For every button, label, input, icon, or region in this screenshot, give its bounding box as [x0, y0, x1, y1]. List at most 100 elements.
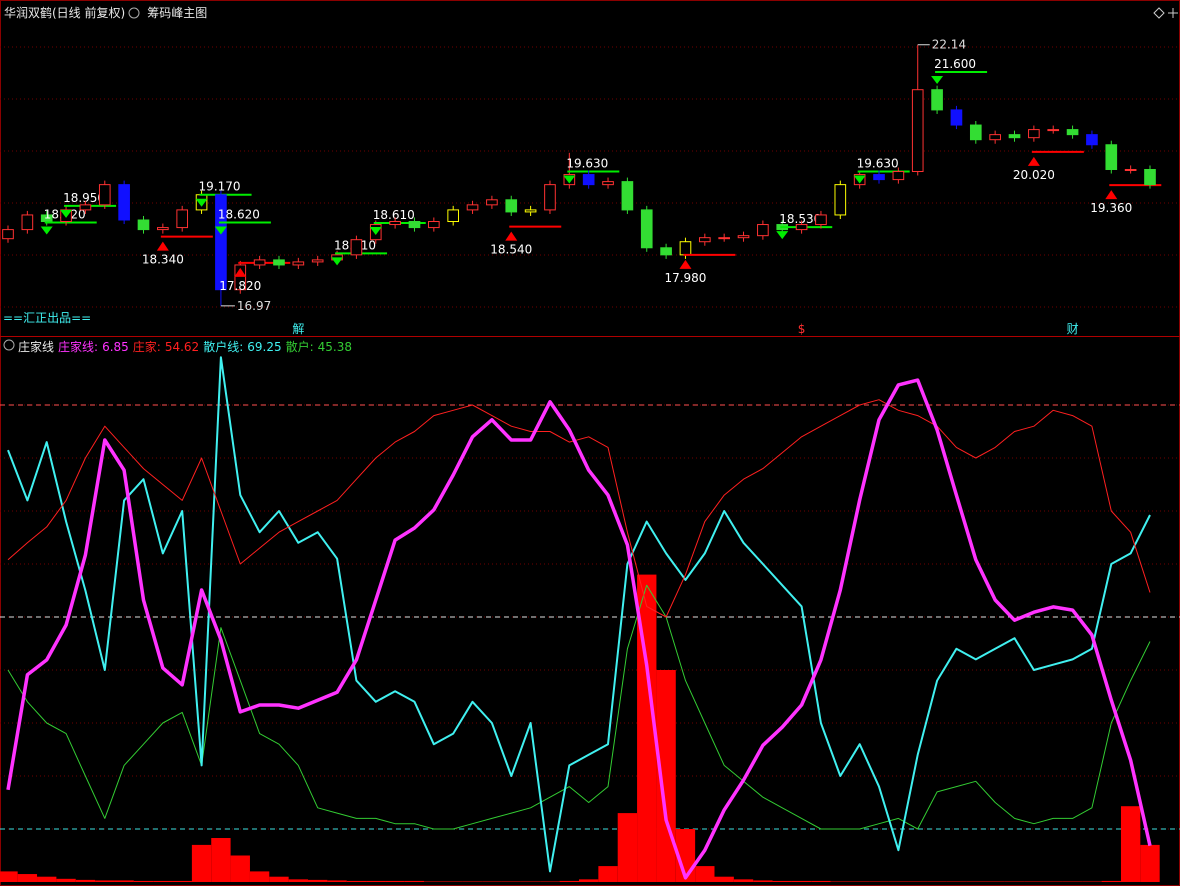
- level-label: 21.600: [934, 57, 976, 71]
- histogram-bar: [0, 871, 18, 882]
- candle-body: [79, 204, 92, 211]
- candle-body: [679, 241, 692, 256]
- icon[interactable]: [1153, 7, 1165, 19]
- candle-body: [40, 214, 53, 223]
- histogram-bar: [346, 880, 367, 882]
- candle-body: [1124, 168, 1137, 171]
- candle-body: [1047, 129, 1060, 132]
- histogram-bar: [1062, 881, 1083, 882]
- candle-body: [176, 209, 189, 229]
- level-label: 18.340: [142, 253, 184, 267]
- candle-body: [815, 214, 827, 226]
- level-triangle: [505, 231, 518, 241]
- level-label: 20.020: [1013, 168, 1055, 182]
- level-label: 19.170: [199, 180, 241, 194]
- candle-body: [698, 237, 711, 243]
- level-triangle: [1027, 156, 1040, 166]
- histogram-bar: [579, 879, 599, 882]
- brand: ==汇正出品==: [3, 311, 91, 325]
- candle-body: [234, 264, 247, 291]
- legend-name: 散户:: [285, 340, 314, 354]
- candle-body: [660, 247, 672, 256]
- level-label: 17.980: [664, 271, 706, 285]
- histogram-bar: [1101, 880, 1121, 882]
- candle-body: [137, 219, 150, 231]
- indicator-title: 庄家线: [18, 340, 55, 354]
- histogram-bar: [482, 881, 502, 882]
- candle-body: [215, 194, 227, 291]
- level-triangle: [853, 175, 866, 184]
- icon: [3, 339, 15, 351]
- histogram-bar: [1120, 806, 1141, 882]
- level-label: 19.630: [566, 157, 608, 171]
- candle-body: [505, 199, 518, 213]
- histogram-bar: [540, 881, 560, 882]
- candle-body: [757, 224, 769, 237]
- histogram-bar: [269, 876, 289, 882]
- candle-body: [969, 124, 982, 141]
- legend-name: 散户线:: [203, 340, 244, 354]
- histogram-bar: [230, 855, 250, 882]
- high-label: 22.14: [932, 38, 966, 52]
- histogram-bar: [849, 881, 870, 882]
- level-triangle: [234, 267, 247, 277]
- histogram-bar: [1140, 844, 1160, 882]
- level-triangle: [331, 257, 344, 266]
- candle-body: [544, 184, 556, 211]
- candle-body: [582, 174, 595, 186]
- histogram-bar: [249, 871, 270, 882]
- histogram-bar: [637, 574, 657, 882]
- level-label: 19.360: [1090, 201, 1132, 215]
- series-line: [7, 356, 1151, 873]
- candle-body: [486, 199, 498, 206]
- legend-value: 45.38: [317, 339, 352, 354]
- candle-body: [524, 209, 537, 213]
- candle-body: [466, 204, 479, 211]
- candle-body: [1144, 168, 1156, 186]
- histogram-bar: [830, 881, 850, 882]
- icon[interactable]: [1168, 8, 1178, 18]
- candle-body: [447, 209, 460, 223]
- histogram-bar: [733, 879, 754, 882]
- level-label: 18.950: [63, 191, 105, 205]
- top-header: 华润双鹤(日线 前复权) 筹码峰主图: [4, 4, 207, 21]
- histogram-bar: [462, 881, 483, 882]
- level-triangle: [931, 76, 944, 85]
- candle-body: [989, 134, 1001, 141]
- level-label: 18.530: [779, 212, 821, 226]
- candle-body: [718, 237, 730, 240]
- candle-body: [350, 239, 363, 256]
- histogram-bar: [714, 876, 734, 882]
- histogram-bar: [598, 866, 618, 882]
- marker: 财: [1067, 322, 1079, 336]
- histogram-bar: [985, 881, 1005, 882]
- candle-body: [389, 221, 401, 226]
- level-label: 19.630: [857, 157, 899, 171]
- chart-subtitle: 筹码峰主图: [147, 6, 208, 20]
- histogram-bar: [501, 881, 521, 882]
- candle-body: [795, 224, 808, 231]
- icon: [128, 7, 140, 19]
- candle-body: [428, 221, 440, 229]
- histogram-bar: [404, 880, 425, 882]
- histogram-bar: [385, 880, 405, 882]
- candle-body: [292, 261, 305, 266]
- level-label: 18.620: [218, 208, 260, 222]
- candle-body: [118, 184, 130, 221]
- candle-body: [1086, 134, 1098, 146]
- candle-body: [157, 227, 169, 231]
- marker: 解: [292, 322, 304, 336]
- legend-value: 6.85: [102, 339, 129, 354]
- histogram-bar: [559, 880, 579, 882]
- candle-body: [911, 89, 924, 173]
- histogram-bar: [520, 881, 541, 882]
- candle-body: [834, 184, 847, 216]
- histogram-bar: [75, 879, 96, 882]
- candle-body: [640, 209, 653, 249]
- level-label: 18.540: [490, 243, 532, 257]
- histogram-bar: [791, 880, 812, 882]
- level-triangle: [40, 226, 53, 235]
